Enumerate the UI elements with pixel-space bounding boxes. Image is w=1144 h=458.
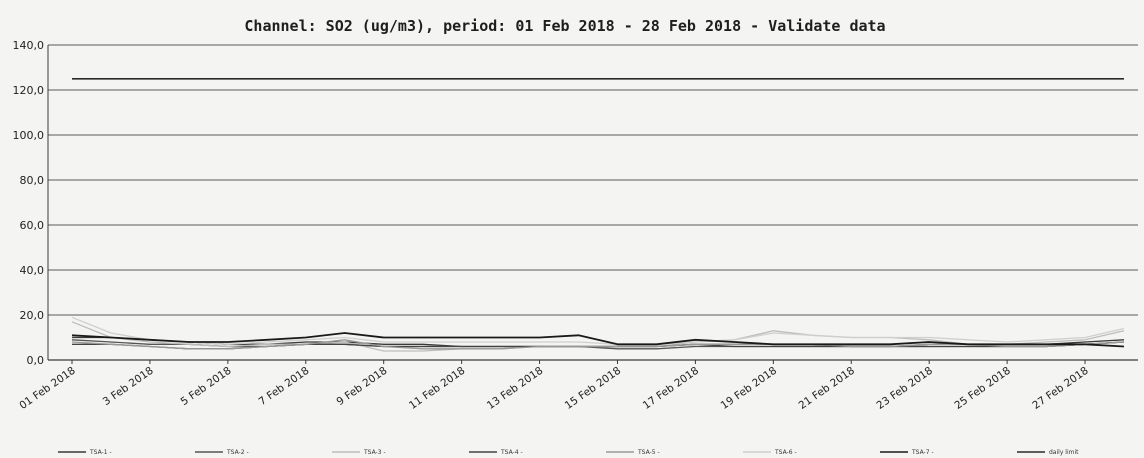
axes xyxy=(47,45,1138,364)
y-tick-labels: 0,0 20,0 40,0 60,0 80,0 100,0 120,0 140,0 xyxy=(13,39,45,367)
legend-label: TSA-5 - xyxy=(637,449,660,456)
series-line-5 xyxy=(71,316,1125,345)
y-tick-label: 0,0 xyxy=(27,354,45,367)
y-tick-label: 140,0 xyxy=(13,39,45,52)
y-tick-label: 60,0 xyxy=(20,219,45,232)
series-lines xyxy=(71,78,1125,352)
legend-label: TSA-3 - xyxy=(363,449,386,456)
legend: TSA-1 - TSA-2 - TSA-3 - TSA-4 - TSA-5 - TSA-6… xyxy=(58,449,1079,456)
y-tick-label: 100,0 xyxy=(13,129,45,142)
legend-label: TSA-1 - xyxy=(89,449,112,456)
plot-area xyxy=(48,45,1138,360)
legend-label: TSA-2 - xyxy=(226,449,249,456)
y-tick-label: 80,0 xyxy=(20,174,45,187)
y-tick-label: 20,0 xyxy=(20,309,45,322)
series-line-6 xyxy=(71,332,1125,348)
y-tick-label: 120,0 xyxy=(13,84,45,97)
legend-label: TSA-6 - xyxy=(774,449,797,456)
legend-label: TSA-4 - xyxy=(500,449,523,456)
legend-label: TSA-7 - xyxy=(911,449,934,456)
legend-label: daily limit xyxy=(1049,449,1079,456)
chart-title: Channel: SO2 (ug/m3), period: 01 Feb 201… xyxy=(244,17,885,35)
y-tick-label: 40,0 xyxy=(20,264,45,277)
series-line-4 xyxy=(71,339,1125,350)
